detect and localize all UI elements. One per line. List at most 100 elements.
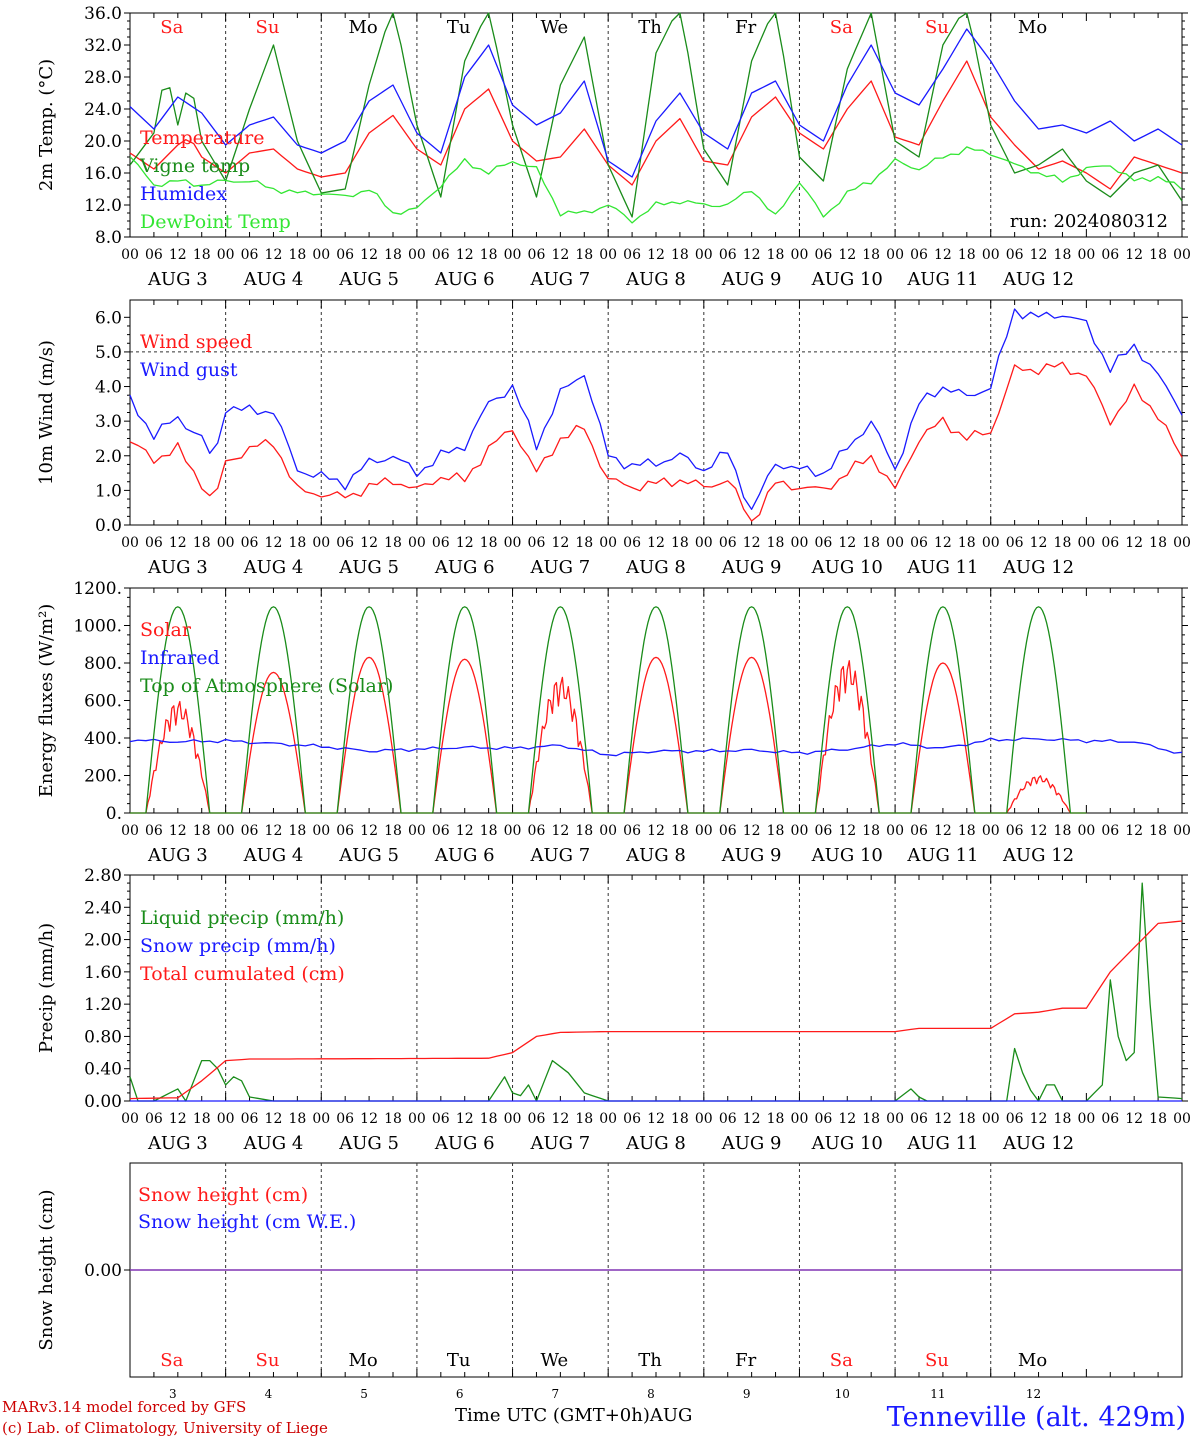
- x-hour-label: 12: [934, 823, 952, 839]
- day-name: Fr: [735, 17, 756, 38]
- x-hour-label: 18: [384, 247, 402, 263]
- legend-humidex: Humidex: [140, 183, 227, 205]
- x-day-label: AUG 4: [243, 845, 304, 866]
- x-hour-label: 00: [1173, 535, 1191, 551]
- x-hour-label: 00: [1173, 823, 1191, 839]
- x-day-label: AUG 11: [906, 845, 978, 866]
- x-hour-label: 18: [862, 535, 880, 551]
- x-hour-label: 18: [767, 535, 785, 551]
- y-tick-label: 12.0: [84, 196, 122, 216]
- day-name: Tu: [447, 1350, 471, 1371]
- x-day-number: 5: [360, 1387, 368, 1401]
- x-day-label: AUG 5: [338, 269, 399, 290]
- run-annotation: run: 2024080312: [1010, 211, 1168, 232]
- x-hour-label: 12: [934, 247, 952, 263]
- x-hour-label: 06: [623, 247, 641, 263]
- x-hour-label: 06: [623, 823, 641, 839]
- x-hour-label: 06: [910, 535, 928, 551]
- x-hour-label: 06: [336, 535, 354, 551]
- x-hour-label: 06: [145, 535, 163, 551]
- x-day-label: AUG 8: [625, 845, 686, 866]
- x-day-number: 6: [456, 1387, 464, 1401]
- x-hour-label: 18: [958, 535, 976, 551]
- x-hour-label: 12: [647, 1111, 665, 1127]
- x-hour-label: 06: [814, 247, 832, 263]
- x-hour-label: 18: [1054, 247, 1072, 263]
- x-hour-label: 06: [145, 823, 163, 839]
- x-hour-label: 00: [121, 1111, 139, 1127]
- x-day-label: AUG 7: [529, 845, 590, 866]
- legend-top-of-atmosphere-solar-: Top of Atmosphere (Solar): [140, 675, 393, 697]
- series-wind-gust: [129, 308, 1183, 510]
- x-day-label: AUG 6: [434, 557, 495, 578]
- legend-dewpoint-temp: DewPoint Temp: [140, 211, 291, 233]
- y-tick-label: 36.0: [84, 4, 122, 24]
- legend-wind-speed: Wind speed: [140, 331, 252, 353]
- y-tick-label: 2.00: [84, 931, 122, 951]
- x-hour-label: 18: [193, 823, 211, 839]
- x-hour-label: 06: [1101, 823, 1119, 839]
- day-name: Mo: [348, 1350, 377, 1371]
- x-day-label: AUG 7: [529, 269, 590, 290]
- x-hour-label: 00: [599, 535, 617, 551]
- x-hour-label: 18: [288, 247, 306, 263]
- day-name: Fr: [735, 1350, 756, 1371]
- y-tick-label: 24.0: [84, 100, 122, 120]
- x-hour-label: 06: [719, 1111, 737, 1127]
- day-name: Su: [255, 1350, 279, 1371]
- day-name: Mo: [1018, 17, 1047, 38]
- x-hour-label: 06: [910, 823, 928, 839]
- x-day-label: AUG 10: [811, 1133, 883, 1154]
- x-hour-label: 00: [217, 535, 235, 551]
- y-tick-label: 2.80: [84, 866, 122, 886]
- x-hour-label: 06: [432, 535, 450, 551]
- x-hour-label: 00: [217, 823, 235, 839]
- x-hour-label: 18: [384, 535, 402, 551]
- x-day-label: AUG 12: [1002, 1133, 1074, 1154]
- x-day-label: AUG 8: [625, 1133, 686, 1154]
- x-hour-label: 18: [767, 1111, 785, 1127]
- y-tick-label: 2.0: [95, 447, 122, 467]
- x-hour-label: 18: [671, 535, 689, 551]
- x-hour-label: 18: [575, 535, 593, 551]
- x-hour-label: 12: [1030, 535, 1048, 551]
- x-hour-label: 12: [647, 823, 665, 839]
- x-hour-label: 00: [504, 535, 522, 551]
- x-hour-label: 00: [1077, 1111, 1095, 1127]
- y-tick-label: 1200.: [73, 579, 122, 599]
- legend-infrared: Infrared: [140, 647, 220, 669]
- x-hour-label: 00: [982, 535, 1000, 551]
- x-hour-label: 18: [767, 247, 785, 263]
- x-hour-label: 06: [1006, 247, 1024, 263]
- x-hour-label: 12: [838, 823, 856, 839]
- x-hour-label: 00: [312, 1111, 330, 1127]
- day-name: Sa: [160, 1350, 183, 1371]
- x-hour-label: 06: [1006, 823, 1024, 839]
- x-day-number: 12: [1026, 1387, 1041, 1401]
- x-hour-label: 06: [145, 247, 163, 263]
- x-day-label: AUG 7: [529, 1133, 590, 1154]
- x-hour-label: 06: [336, 1111, 354, 1127]
- x-hour-label: 18: [288, 823, 306, 839]
- series-temperature: [129, 60, 1183, 190]
- x-hour-label: 06: [1006, 535, 1024, 551]
- x-day-number: 11: [930, 1387, 945, 1401]
- x-hour-label: 06: [1101, 247, 1119, 263]
- x-day-label: AUG 9: [721, 557, 782, 578]
- x-hour-label: 00: [599, 247, 617, 263]
- x-hour-label: 06: [910, 1111, 928, 1127]
- x-hour-label: 06: [336, 247, 354, 263]
- y-tick-label: 28.0: [84, 68, 122, 88]
- day-name: Su: [925, 17, 949, 38]
- x-hour-label: 18: [575, 247, 593, 263]
- x-hour-label: 12: [1125, 1111, 1143, 1127]
- x-day-number: 8: [647, 1387, 655, 1401]
- x-day-number: 10: [835, 1387, 850, 1401]
- x-hour-label: 06: [1101, 1111, 1119, 1127]
- series-infrared: [129, 737, 1183, 757]
- x-hour-label: 06: [623, 535, 641, 551]
- x-hour-label: 00: [1077, 247, 1095, 263]
- x-hour-label: 00: [1077, 535, 1095, 551]
- y-axis-label: Precip (mm/h): [36, 923, 57, 1053]
- x-day-label: AUG 9: [721, 1133, 782, 1154]
